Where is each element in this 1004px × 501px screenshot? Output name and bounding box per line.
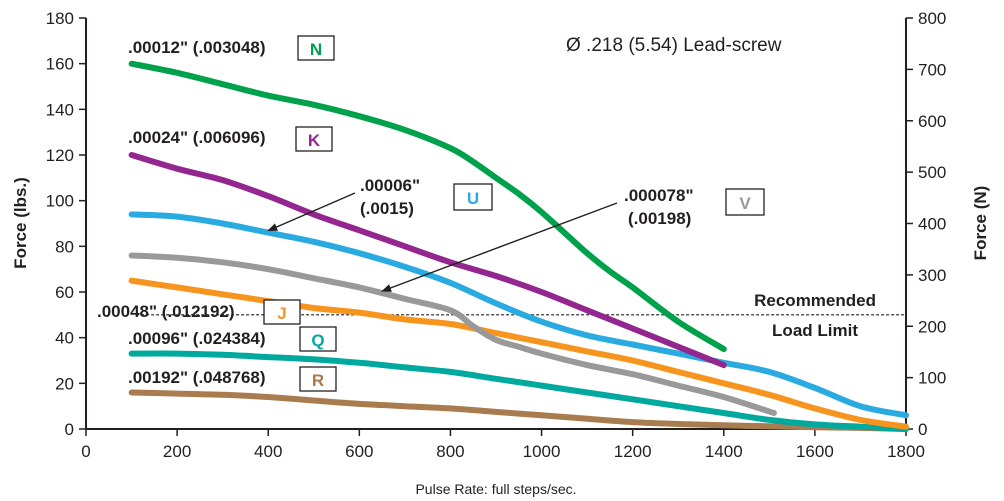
y-tick-label-right: 600 — [918, 112, 946, 131]
badge-v-letter: V — [739, 194, 751, 213]
y-axis-right-title: Force (N) — [971, 186, 990, 261]
y-tick-label-left: 20 — [55, 374, 74, 393]
x-tick-label: 0 — [81, 442, 90, 461]
x-tick-label: 1600 — [796, 442, 834, 461]
badge-q-letter: Q — [311, 331, 324, 350]
x-tick-label: 400 — [254, 442, 282, 461]
y-tick-label-left: 40 — [55, 329, 74, 348]
series-line-q — [128, 350, 909, 432]
y-tick-label-right: 400 — [918, 215, 946, 234]
ticks: 0 200 400 600 800 1000 1200 1400 1600 18000204060… — [46, 9, 947, 461]
badge-n-letter: N — [310, 40, 322, 59]
y-tick-label-right: 300 — [918, 266, 946, 285]
badge-u: .00006" (.0015) U — [360, 176, 493, 218]
badge-q-box — [299, 326, 337, 352]
y-tick-label-left: 160 — [46, 55, 74, 74]
y-tick-label-left: 140 — [46, 100, 74, 119]
x-tick-label: 1200 — [614, 442, 652, 461]
badge-u-label-2: (.0015) — [360, 199, 414, 218]
badge-u-label-1: .00006" — [360, 176, 420, 195]
y-tick-label-right: 0 — [918, 420, 927, 439]
badge-v-label-2: (.00198) — [628, 209, 691, 228]
y-axis-left-title: Force (lbs.) — [11, 177, 30, 269]
x-tick-label: 200 — [163, 442, 191, 461]
badge-q: .00096" (.024384) Q — [128, 326, 337, 352]
badge-j-letter: J — [277, 304, 286, 323]
x-tick-label: 1000 — [523, 442, 561, 461]
y-tick-label-right: 700 — [918, 60, 946, 79]
y-tick-label-left: 180 — [46, 9, 74, 28]
series-line-u — [128, 211, 909, 419]
series-line-r — [128, 389, 909, 432]
reference-line-label-1: Recommended — [754, 291, 876, 310]
pointer-arrow-v — [381, 202, 618, 292]
badge-r-letter: R — [312, 371, 324, 390]
series-line-n — [128, 60, 727, 353]
y-tick-label-left: 60 — [55, 283, 74, 302]
y-tick-label-left: 100 — [46, 192, 74, 211]
series-line-k — [128, 152, 727, 369]
x-axis-title: Pulse Rate: full steps/sec. — [415, 481, 576, 497]
badge-r: .00192" (.048768) R — [128, 366, 337, 392]
badge-k-letter: K — [308, 131, 321, 150]
badge-r-label: .00192" (.048768) — [128, 368, 266, 387]
badge-k: .00024" (.006096) K — [128, 126, 333, 152]
x-tick-label: 800 — [436, 442, 464, 461]
series-line-v — [128, 252, 777, 416]
y-tick-label-right: 200 — [918, 317, 946, 336]
badge-n-box — [297, 35, 335, 61]
chart-title: Ø .218 (5.54) Lead-screw — [566, 35, 782, 56]
badge-j-label: .00048" (.012192) — [97, 302, 235, 321]
badge-v: .000078" (.00198) V — [624, 186, 765, 228]
badge-k-label: .00024" (.006096) — [128, 128, 266, 147]
badge-v-box — [725, 188, 765, 216]
badge-j-box — [263, 299, 301, 325]
badge-k-box — [295, 126, 333, 152]
y-tick-label-left: 120 — [46, 146, 74, 165]
badge-j: .00048" (.012192) J — [97, 299, 301, 325]
badge-u-letter: U — [467, 189, 479, 208]
y-tick-label-left: 80 — [55, 237, 74, 256]
badge-u-box — [453, 183, 493, 211]
y-tick-label-right: 500 — [918, 163, 946, 182]
x-tick-label: 1400 — [705, 442, 743, 461]
series-lines — [128, 60, 909, 432]
y-tick-label-right: 100 — [918, 369, 946, 388]
badge-n: .00012" (.003048) N — [128, 35, 335, 61]
x-tick-label: 1800 — [887, 442, 925, 461]
y-tick-label-right: 800 — [918, 9, 946, 28]
pointer-arrows — [267, 192, 618, 292]
badge-q-label: .00096" (.024384) — [128, 329, 266, 348]
badge-n-label: .00012" (.003048) — [128, 38, 266, 57]
badge-v-label-1: .000078" — [624, 186, 694, 205]
badge-r-box — [299, 366, 337, 392]
reference-line-label-2: Load Limit — [772, 321, 858, 340]
y-tick-label-left: 0 — [65, 420, 74, 439]
x-tick-label: 600 — [345, 442, 373, 461]
pointer-arrow-u — [267, 192, 356, 232]
